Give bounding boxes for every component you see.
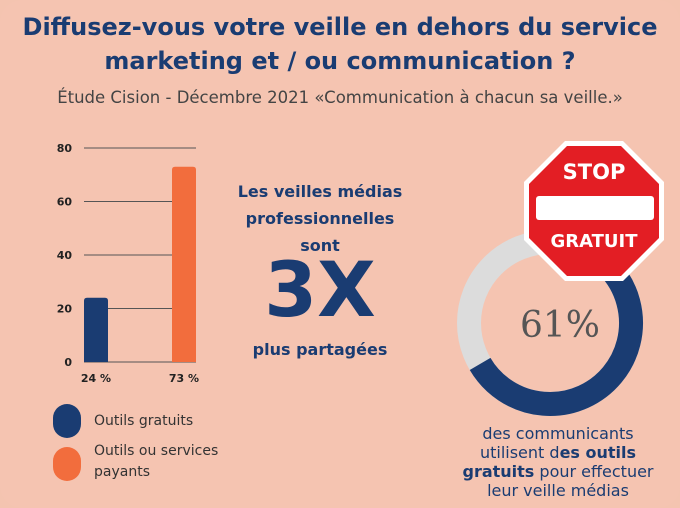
y-tick-label: 60 — [57, 196, 73, 209]
legend-label-free: Outils gratuits — [94, 413, 194, 429]
y-tick-label: 80 — [57, 142, 73, 155]
donut-caption: des communicants utilisent des outils gr… — [440, 424, 676, 500]
caption-line-3b: pour effectuer — [534, 462, 654, 481]
y-tick-label: 20 — [57, 303, 73, 316]
legend-label-paid-line2: payants — [94, 464, 150, 480]
legend-label-paid: Outils ou services payants — [94, 441, 218, 483]
legend-label-paid-line1: Outils ou services — [94, 443, 219, 459]
bar — [172, 166, 196, 362]
page-title: Diffusez-vous votre veille en dehors du … — [0, 10, 680, 78]
legend-swatch-free — [53, 404, 81, 438]
stop-sign-bar — [536, 196, 654, 220]
comparison-line-3: sont — [300, 236, 340, 255]
x-tick-label: 73 % — [169, 372, 199, 385]
title-line-2: marketing et / ou communication ? — [104, 47, 576, 75]
bar — [84, 297, 108, 362]
caption-line-2a: utilisent d — [479, 443, 560, 462]
x-tick-label: 24 % — [81, 372, 111, 385]
stop-sign-top-text: STOP — [562, 160, 626, 184]
comparison-line-2: professionnelles — [245, 209, 395, 228]
comparison-text: Les veilles médias professionnelles sont — [220, 178, 420, 259]
caption-line-4: leur veille médias — [487, 481, 629, 500]
comparison-line-1: Les veilles médias — [237, 182, 403, 201]
caption-line-2: utilisent des outils — [440, 443, 676, 462]
stop-sign-bottom-text: GRATUIT — [550, 231, 638, 252]
bar-chart: 0 20 40 60 80 24 % 73 % — [57, 142, 199, 385]
caption-line-1: des communicants — [482, 424, 634, 443]
title-line-1: Diffusez-vous votre veille en dehors du … — [22, 13, 658, 41]
caption-line-2b: es outils — [559, 443, 637, 462]
caption-line-3a: gratuits — [462, 462, 535, 481]
comparison-bottom: plus partagées — [252, 340, 388, 359]
legend-swatch-paid — [53, 447, 81, 481]
y-tick-label: 0 — [64, 356, 72, 369]
multiplier-value: 3X — [264, 245, 376, 334]
donut-percentage: 61% — [519, 305, 600, 346]
caption-line-3: gratuits pour effectuer — [440, 462, 676, 481]
subtitle: Étude Cision - Décembre 2021 «Communicat… — [57, 88, 623, 107]
y-tick-label: 40 — [57, 249, 73, 262]
